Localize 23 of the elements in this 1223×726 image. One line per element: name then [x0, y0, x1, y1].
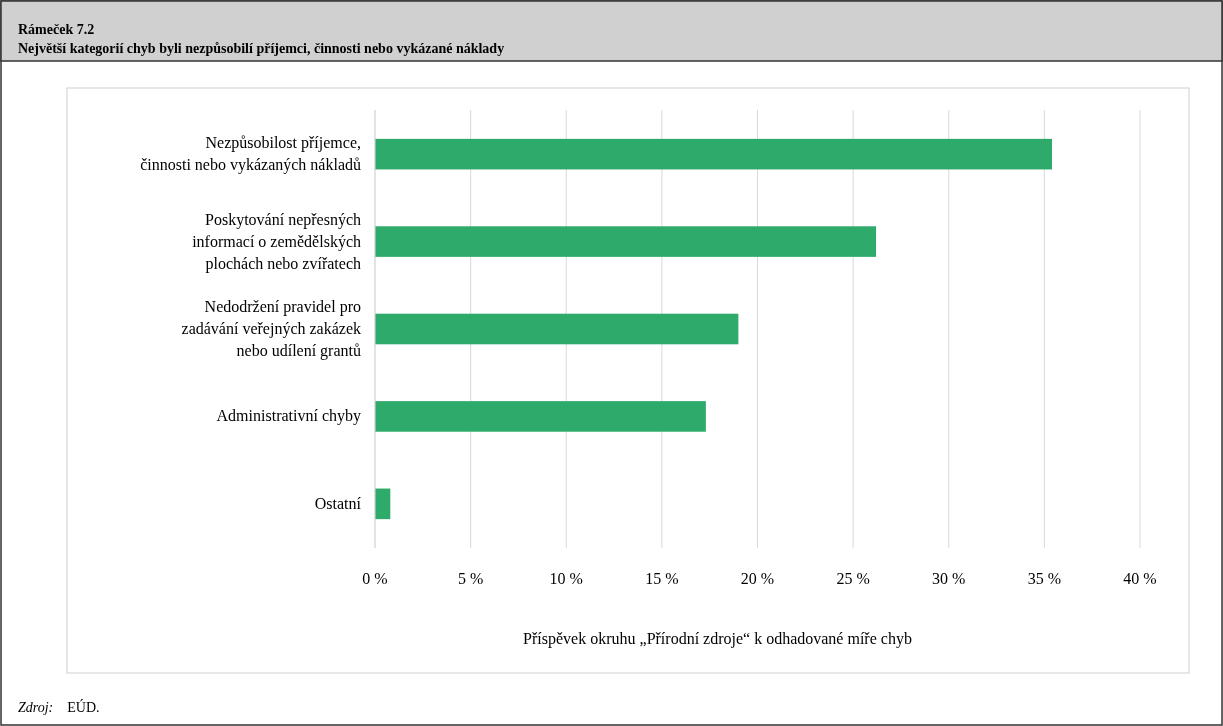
x-tick-label: 40 % — [1123, 570, 1157, 587]
y-tick-label: Nedodržení pravidel pro zadávání veřejných zakázek nebo udílení grantů — [181, 298, 361, 360]
bar — [375, 401, 706, 432]
y-tick-label: Poskytování nepřesných informací o zemědělských plochách nebo zvířatech — [192, 210, 361, 273]
bar — [375, 488, 391, 520]
text: Zdroj: EÚD. — [18, 699, 100, 715]
bar — [375, 313, 739, 345]
x-tick-label: 10 % — [549, 570, 583, 587]
x-tick-label: 0 % — [362, 570, 388, 587]
x-tick-label: 30 % — [932, 570, 966, 587]
x-tick-label: 25 % — [836, 570, 870, 587]
x-tick-label: 15 % — [645, 570, 679, 587]
x-axis-title: Příspěvek okruhu „Přírodní zdroje“ k odhadované míře chyb — [523, 630, 912, 648]
y-tick-label: Nezpůsobilost příjemce, činnosti nebo vykázaných nákladů — [140, 134, 361, 175]
bar — [375, 226, 877, 257]
x-tick-label: 35 % — [1027, 570, 1062, 587]
y-tick-label: Ostatní — [314, 494, 362, 512]
x-tick-label: 20 % — [740, 570, 775, 587]
x-tick-label: 5 % — [457, 570, 484, 587]
text: Největší kategorií chyb byli nezpůsobilí příjemci, činnosti nebo vykázané náklady — [18, 41, 505, 56]
y-tick-label: Administrativní chyby — [216, 407, 361, 426]
bar — [375, 138, 1053, 170]
text: Rámeček 7.2 — [18, 22, 95, 37]
